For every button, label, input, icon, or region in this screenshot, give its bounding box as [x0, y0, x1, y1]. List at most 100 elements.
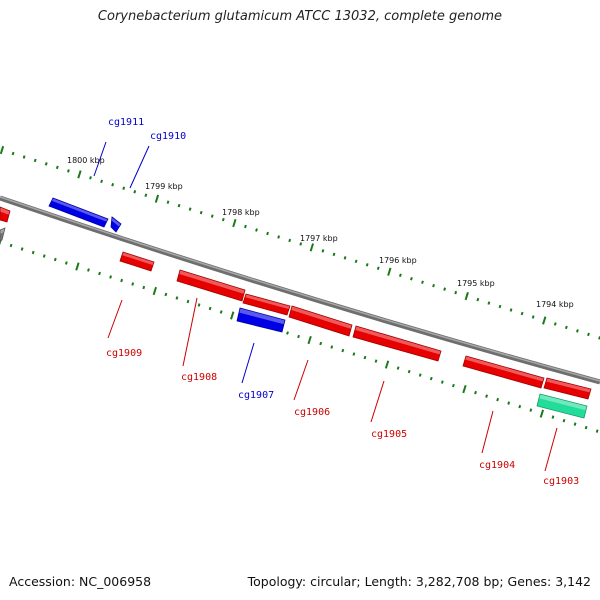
- inner-ring-minor-tick: [440, 380, 444, 384]
- genes-layer: cg1911 cg1910 cg1909 cg1908 cg1907 cg1906 cg19…: [0, 117, 592, 487]
- inner-ring-minor-tick: [42, 254, 46, 258]
- outer-ring-minor-tick: [89, 176, 92, 180]
- gene-label-leader-cg1903: [544, 427, 558, 472]
- outer-ring-minor-tick: [66, 169, 70, 173]
- tick-label: 1799 kbp: [145, 182, 183, 191]
- inner-ring-minor-tick: [319, 341, 323, 346]
- inner-ring-minor-tick: [64, 261, 68, 265]
- gene-label-leader-cg1904: [481, 410, 494, 454]
- gene-label-leader-cg1911: [93, 141, 107, 177]
- inner-ring-minor-tick: [9, 243, 13, 248]
- outer-ring-major-tick: [154, 194, 160, 203]
- outer-ring-minor-tick: [244, 224, 247, 229]
- tick-labels-layer: 1800 kbp 1799 kbp 1798 kbp 1797 kbp 1796 kbp…: [67, 156, 574, 309]
- inner-ring-minor-tick: [175, 296, 179, 300]
- outer-ring-minor-tick: [111, 183, 115, 187]
- inner-ring-minor-tick: [330, 345, 334, 349]
- outer-ring-minor-tick: [44, 162, 48, 166]
- outer-ring-minor-tick: [166, 200, 170, 204]
- gene-arrow-cg1905-part: [352, 325, 442, 362]
- gene-label-cg1906: cg1906: [294, 407, 330, 418]
- accession-label: Accession: NC_006958: [9, 574, 152, 589]
- inner-ring-minor-tick: [142, 285, 146, 290]
- gene-label-cg1903: cg1903: [543, 476, 579, 487]
- inner-ring-minor-tick: [418, 373, 422, 377]
- outer-ring-minor-tick: [122, 186, 126, 190]
- inner-ring-minor-tick: [573, 422, 577, 426]
- outer-ring-minor-tick: [11, 151, 15, 156]
- inner-ring-minor-tick: [164, 292, 168, 297]
- inner-ring-minor-tick: [529, 408, 533, 412]
- outer-ring-minor-tick: [299, 242, 303, 246]
- inner-ring-minor-tick: [98, 271, 101, 276]
- inner-ring-major-tick: [307, 335, 312, 345]
- outer-scale-ring: [0, 145, 600, 340]
- inner-ring-minor-tick: [429, 376, 433, 381]
- inner-ring-minor-tick: [518, 404, 522, 409]
- inner-ring-minor-tick: [87, 268, 90, 272]
- inner-scale-ring: [0, 237, 599, 433]
- outer-ring-minor-tick: [432, 283, 435, 288]
- outer-ring-minor-tick: [443, 287, 447, 291]
- gene-arrow-cg1903: [536, 393, 588, 419]
- map-title: Corynebacterium glutamicum ATCC 13032, c…: [97, 9, 503, 24]
- outer-ring-minor-tick: [255, 228, 258, 232]
- outer-ring-minor-tick: [277, 235, 281, 239]
- inner-ring-minor-tick: [551, 415, 555, 419]
- inner-ring-minor-tick: [407, 369, 411, 374]
- inner-ring-minor-tick: [186, 299, 190, 304]
- gene-label-leader-cg1905: [370, 380, 385, 423]
- inner-ring-minor-tick: [584, 425, 588, 430]
- outer-ring-minor-tick: [343, 256, 347, 260]
- tick-label: 1795 kbp: [457, 279, 495, 288]
- inner-ring-major-tick: [230, 311, 235, 320]
- gene-arrow-cg1904: [462, 355, 545, 389]
- inner-ring-minor-tick: [197, 303, 201, 307]
- gene-label-cg1909: cg1909: [106, 348, 142, 359]
- outer-ring-minor-tick: [332, 252, 336, 257]
- outer-ring-major-tick: [542, 316, 547, 325]
- outer-ring-minor-tick: [177, 203, 181, 208]
- tick-label: 1794 kbp: [536, 300, 574, 309]
- outer-ring-minor-tick: [133, 190, 137, 194]
- outer-ring-major-tick: [77, 170, 82, 179]
- outer-ring-major-tick: [0, 145, 5, 155]
- outer-ring-minor-tick: [476, 297, 480, 302]
- outer-ring-minor-tick: [266, 231, 269, 236]
- inner-ring-minor-tick: [352, 352, 356, 356]
- inner-ring-minor-tick: [31, 250, 35, 255]
- outer-ring-minor-tick: [210, 214, 214, 218]
- tick-label: 1797 kbp: [300, 234, 338, 243]
- outer-ring-minor-tick: [354, 259, 358, 264]
- inner-ring-minor-tick: [297, 334, 300, 339]
- outer-ring-minor-tick: [587, 332, 590, 337]
- gene-arrow-cg1906: [242, 293, 291, 316]
- inner-ring-major-tick: [462, 384, 467, 394]
- inner-ring-minor-tick: [120, 278, 124, 283]
- outer-ring-minor-tick: [144, 193, 148, 197]
- gene-label-cg1908: cg1908: [181, 372, 217, 383]
- outer-ring-major-tick: [232, 218, 237, 228]
- gene-arrow-cg1908: [176, 269, 246, 302]
- outer-ring-minor-tick: [321, 249, 325, 253]
- outer-ring-minor-tick: [398, 273, 402, 277]
- inner-ring-minor-tick: [208, 306, 212, 311]
- outer-ring-minor-tick: [531, 315, 535, 319]
- gene-label-leader-cg1907: [241, 342, 255, 384]
- inner-ring-minor-tick: [452, 383, 455, 388]
- inner-ring-minor-tick: [131, 282, 135, 286]
- gene-arrow-cg1904-part: [543, 377, 592, 400]
- inner-ring-minor-tick: [485, 394, 488, 398]
- backbone-arc: [0, 195, 600, 385]
- inner-ring-minor-tick: [562, 418, 566, 423]
- genome-backbone: [0, 195, 600, 385]
- gene-arrow-cg1911: [48, 197, 109, 228]
- gene-label-cg1911: cg1911: [108, 117, 144, 128]
- inner-ring-minor-tick: [20, 247, 24, 251]
- gene-arrow-edge-reverse: [0, 206, 11, 223]
- inner-ring-minor-tick: [474, 390, 477, 395]
- outer-ring-minor-tick: [553, 322, 557, 326]
- inner-ring-minor-tick: [396, 366, 400, 370]
- outer-ring-minor-tick: [487, 301, 491, 305]
- outer-ring-minor-tick: [421, 280, 424, 284]
